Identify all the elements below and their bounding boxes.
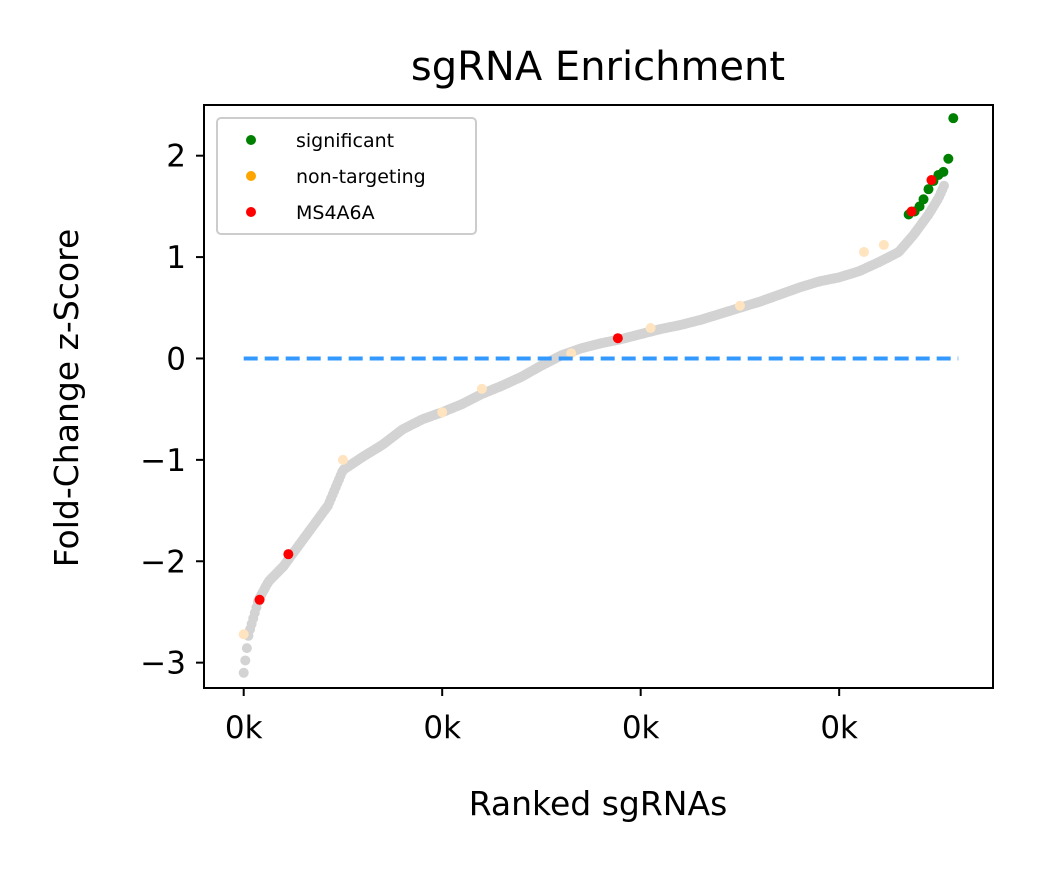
legend-frame xyxy=(216,117,477,235)
legend-marker xyxy=(246,171,256,181)
significant-point xyxy=(948,113,959,124)
non-targeting-point xyxy=(566,348,577,359)
y-tick-label: −3 xyxy=(140,646,186,682)
non-targeting-point xyxy=(238,629,249,640)
legend-marker xyxy=(246,207,256,217)
sgrna-point xyxy=(240,655,251,666)
legend-marker xyxy=(246,135,256,145)
ms4a6a-point xyxy=(254,594,265,605)
significant-point xyxy=(923,184,934,195)
points-layer xyxy=(238,180,949,678)
significant-point xyxy=(943,153,954,164)
axis-ticks: 0k 0k 0k 0k −3 −2 −1 0 1 2 xyxy=(140,139,858,746)
y-tick-label: −2 xyxy=(140,544,186,580)
legend-label: non-targeting xyxy=(296,166,426,188)
highlight-points-layer xyxy=(254,113,959,605)
non-targeting-point xyxy=(645,323,656,334)
non-targeting-point xyxy=(734,300,745,311)
x-tick-label: 0k xyxy=(622,710,660,746)
x-tick-label: 0k xyxy=(423,710,461,746)
ms4a6a-point xyxy=(926,175,937,186)
sgrna-point xyxy=(241,643,252,654)
non-targeting-point xyxy=(337,454,348,465)
non-targeting-point xyxy=(437,407,448,418)
y-tick-label: −1 xyxy=(140,443,186,479)
sgrna-point xyxy=(238,667,249,678)
legend-label: significant xyxy=(296,130,394,152)
y-tick-label: 1 xyxy=(166,240,186,276)
ms4a6a-point xyxy=(906,206,917,217)
y-tick-label: 2 xyxy=(166,139,186,175)
significant-point xyxy=(938,166,949,177)
ms4a6a-point xyxy=(612,333,623,344)
significant-point xyxy=(918,194,929,205)
y-axis-label: Fold-Change z-Score xyxy=(47,229,86,568)
plot-frame xyxy=(203,104,994,689)
x-tick-label: 0k xyxy=(225,710,263,746)
ms4a6a-point xyxy=(283,549,294,560)
non-targeting-point xyxy=(476,383,487,394)
non-targeting-point xyxy=(858,247,869,258)
y-tick-label: 0 xyxy=(166,341,186,377)
non-targeting-point xyxy=(878,239,889,250)
sgrna-point xyxy=(938,180,949,191)
legend-label: MS4A6A xyxy=(296,202,375,224)
legend: significant non-targeting MS4A6A xyxy=(216,117,477,235)
chart-title: sgRNA Enrichment xyxy=(411,44,785,90)
x-tick-label: 0k xyxy=(820,710,858,746)
x-axis-label: Ranked sgRNAs xyxy=(469,784,728,823)
